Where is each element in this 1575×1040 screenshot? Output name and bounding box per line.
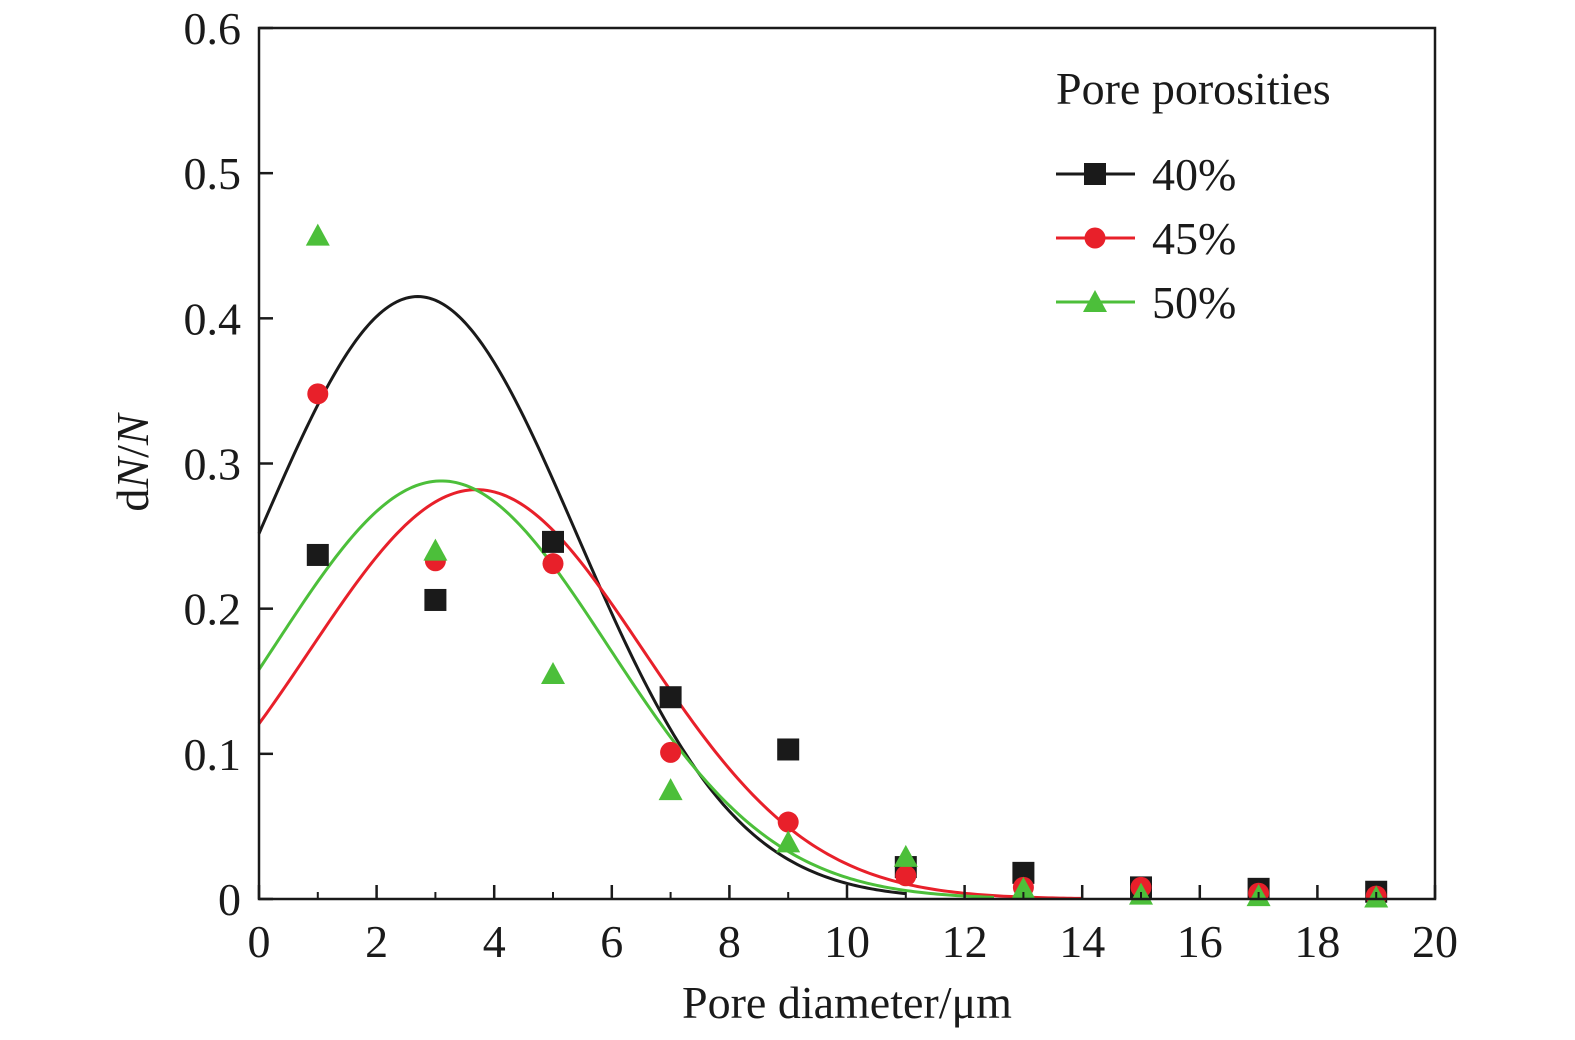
legend-marker-40% bbox=[1084, 163, 1106, 185]
legend: Pore porosities 40% 45% 50% bbox=[1056, 63, 1331, 328]
data-point-50% bbox=[893, 844, 918, 867]
y-axis-title-n1: N bbox=[107, 456, 158, 490]
y-axis-title-d: d bbox=[107, 489, 158, 512]
x-tick-label: 8 bbox=[718, 916, 741, 967]
data-point-50% bbox=[1011, 876, 1036, 899]
y-tick-label: 0.3 bbox=[184, 439, 242, 490]
data-point-40% bbox=[424, 588, 447, 611]
data-point-45% bbox=[895, 865, 917, 887]
y-tick-label: 0.4 bbox=[184, 293, 242, 344]
x-tick-label: 14 bbox=[1059, 916, 1105, 967]
data-point-40% bbox=[659, 686, 682, 709]
legend-marker-45% bbox=[1084, 227, 1106, 249]
y-tick-label: 0.5 bbox=[184, 148, 242, 199]
x-tick-label: 20 bbox=[1412, 916, 1458, 967]
y-tick-label: 0.2 bbox=[184, 584, 242, 635]
y-axis-title-slash: / bbox=[107, 445, 158, 458]
x-axis-title: Pore diameter/μm bbox=[682, 977, 1012, 1028]
x-tick-label: 2 bbox=[365, 916, 388, 967]
legend-entries: 40% 45% 50% bbox=[1056, 149, 1236, 328]
y-axis-title: dN/N bbox=[107, 412, 158, 511]
legend-label-50%: 50% bbox=[1152, 277, 1236, 328]
data-point-40% bbox=[1012, 861, 1035, 884]
data-point-50% bbox=[541, 661, 565, 684]
fit-curve-40% bbox=[257, 295, 906, 896]
y-tick-label: 0.6 bbox=[184, 3, 242, 54]
tick-labels: 0 2 4 6 8 10 12 14 16 18 20 0 0.1 0.2 0.3 0.4 0.5 0.6 bbox=[184, 3, 1459, 967]
legend-marker-50% bbox=[1083, 290, 1107, 312]
x-tick-label: 12 bbox=[942, 916, 988, 967]
y-axis-title-n2: N bbox=[107, 412, 158, 446]
data-point-40% bbox=[777, 738, 800, 761]
legend-title: Pore porosities bbox=[1056, 63, 1331, 114]
data-point-45% bbox=[777, 811, 799, 833]
x-tick-label: 6 bbox=[600, 916, 623, 967]
legend-label-45%: 45% bbox=[1152, 213, 1236, 264]
x-tick-label: 16 bbox=[1177, 916, 1223, 967]
legend-label-40%: 40% bbox=[1152, 149, 1236, 200]
data-point-40% bbox=[306, 543, 329, 566]
data-point-50% bbox=[423, 538, 448, 561]
data-point-50% bbox=[776, 830, 801, 853]
y-tick-label: 0 bbox=[218, 874, 241, 925]
x-tick-label: 18 bbox=[1294, 916, 1340, 967]
y-tick-label: 0.1 bbox=[184, 729, 242, 780]
data-point-40% bbox=[542, 530, 564, 553]
data-point-50% bbox=[305, 223, 330, 246]
x-tick-label: 0 bbox=[248, 916, 271, 967]
fit-curve-50% bbox=[257, 479, 995, 899]
fit-curves bbox=[257, 295, 1083, 900]
data-point-45% bbox=[307, 383, 329, 405]
axis-ticks bbox=[257, 26, 1437, 901]
data-point-50% bbox=[658, 778, 683, 801]
x-tick-label: 10 bbox=[824, 916, 870, 967]
data-markers bbox=[305, 223, 1389, 908]
data-point-45% bbox=[542, 553, 564, 575]
x-tick-label: 4 bbox=[483, 916, 506, 967]
plot-frame bbox=[257, 26, 1437, 901]
data-point-45% bbox=[660, 741, 682, 763]
